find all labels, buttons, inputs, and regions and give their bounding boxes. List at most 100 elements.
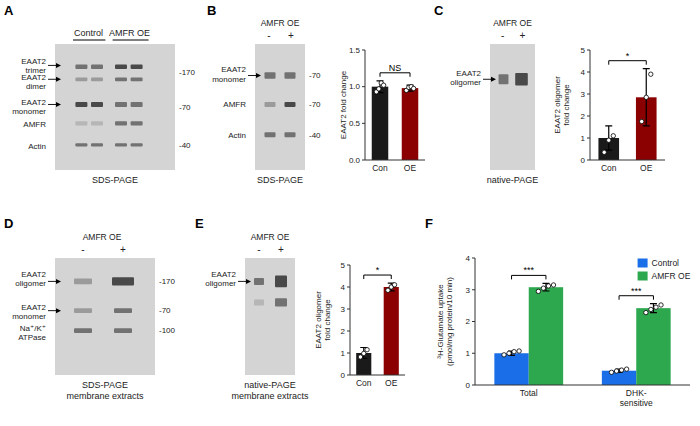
lane-label: -: [81, 244, 84, 255]
data-point: [551, 283, 555, 287]
gel-panel: EAAT2oligomerAMFR OE-+native-PAGEmembran…: [205, 232, 309, 401]
label-line: (pmol/mg protein/10 min): [445, 277, 454, 366]
lane-label: +: [519, 30, 525, 41]
gel-band: [114, 308, 132, 313]
y-tick-label: 2: [581, 112, 586, 121]
gel-panel: EAAT2monomerAMFRActin-70-70-40AMFR OE-+S…: [212, 18, 321, 185]
significance-bracket: [380, 73, 410, 77]
gel-band: [131, 121, 143, 125]
blot-caption: SDS-PAGEmembrane extracts: [66, 380, 144, 400]
label-line: monomer: [212, 75, 246, 84]
gel-band: [74, 328, 92, 333]
y-axis-label-group: EAAT2 oligomerfold change: [553, 76, 571, 134]
y-tick: [347, 309, 350, 310]
y-tick: [472, 258, 475, 259]
data-point: [392, 283, 396, 287]
marker-label: -70: [309, 71, 321, 80]
data-point: [517, 349, 521, 353]
gel-background: [255, 44, 305, 170]
lane-group-label: Control: [74, 28, 103, 38]
y-tick-label: 1: [466, 349, 471, 358]
marker-label: -40: [309, 131, 321, 140]
gel-band: [115, 102, 127, 107]
y-axis-label: ³H-Glutamate uptake(pmol/mg protein/10 m…: [436, 277, 454, 366]
label-line: native-PAGE: [244, 380, 295, 390]
legend-swatch: [638, 272, 648, 281]
y-axis-label: EAAT2 fold change: [339, 70, 348, 139]
blot-caption: SDS-PAGE: [257, 175, 303, 185]
y-tick-label: 1: [341, 349, 346, 358]
y-tick-label: 3: [581, 90, 586, 99]
marker-label: -70: [309, 100, 321, 109]
data-point: [381, 83, 385, 87]
x-axis-line: [350, 375, 405, 376]
y-tick-label: 2: [341, 327, 346, 336]
y-tick-label: 1.0: [349, 82, 361, 91]
y-tick-label: 4: [341, 283, 346, 292]
data-point: [536, 289, 540, 293]
lane-group-label: AMFR OE: [493, 18, 532, 28]
y-tick: [587, 50, 590, 51]
row-label: Actin: [228, 131, 246, 140]
data-point: [644, 95, 648, 99]
significance-bracket: [364, 275, 392, 279]
blot-caption: native-PAGEmembrane extracts: [231, 380, 309, 400]
gel-band: [285, 102, 296, 107]
significance-bracket: [619, 296, 653, 300]
lane-label: +: [278, 244, 284, 255]
row-arrow: [238, 281, 247, 282]
gel-band: [75, 77, 87, 81]
label-line: monomer: [12, 312, 46, 321]
row-label: EAAT2oligomer: [15, 270, 46, 288]
gel-band: [112, 277, 134, 285]
row-label: EAAT2oligomer: [450, 69, 481, 87]
label-line: EAAT2: [21, 57, 46, 66]
marker-label: -40: [179, 141, 191, 150]
error-bar: [605, 126, 612, 150]
y-tick: [362, 160, 365, 161]
data-point: [614, 369, 618, 373]
data-point: [654, 305, 658, 309]
y-tick: [362, 50, 365, 51]
gel-band: [254, 278, 264, 285]
gel-band: [285, 72, 296, 78]
y-tick: [587, 160, 590, 161]
y-tick-label: 4: [466, 254, 471, 263]
marker-label: -100: [159, 326, 176, 335]
data-point: [541, 286, 545, 290]
bar-panel: 012345ConOEEAAT2 oligomerfold change*: [553, 46, 665, 173]
row-arrow: [48, 104, 57, 105]
row-arrowhead: [491, 77, 496, 82]
gel-band: [515, 73, 528, 86]
data-point: [507, 351, 511, 355]
y-tick-label: 0: [341, 371, 346, 380]
row-arrowhead: [56, 63, 61, 68]
significance-label: *: [626, 51, 630, 61]
data-point: [659, 303, 663, 307]
x-tick-label: Con: [601, 163, 617, 173]
legend-label: AMFR OE: [652, 271, 691, 281]
label-line: EAAT2: [21, 303, 46, 312]
y-tick: [347, 287, 350, 288]
gel-band: [91, 102, 103, 107]
row-label: EAAT2monomer: [212, 65, 246, 83]
y-tick: [472, 385, 475, 386]
y-axis-label-group: EAAT2 oligomerfold change: [314, 291, 332, 349]
y-tick-label: 1: [581, 134, 586, 143]
lane-group-label: AMFR OE: [261, 18, 300, 28]
y-tick: [347, 375, 350, 376]
row-arrow: [248, 75, 257, 76]
row-arrow: [483, 79, 492, 80]
gel-background: [55, 258, 155, 375]
label-line: Na⁺/K⁺: [20, 324, 46, 333]
label-line: ³H-Glutamate uptake: [436, 284, 445, 359]
plot-area: [598, 69, 656, 160]
y-axis-line: [350, 265, 351, 375]
label-line: fold change: [562, 84, 571, 126]
panel-label: F: [425, 216, 433, 231]
label-line: EAAT2: [21, 270, 46, 279]
y-axis-label-group: ³H-Glutamate uptake(pmol/mg protein/10 m…: [436, 277, 454, 366]
row-label: AMFR: [223, 100, 246, 109]
data-point: [611, 134, 615, 138]
data-point: [365, 348, 369, 352]
